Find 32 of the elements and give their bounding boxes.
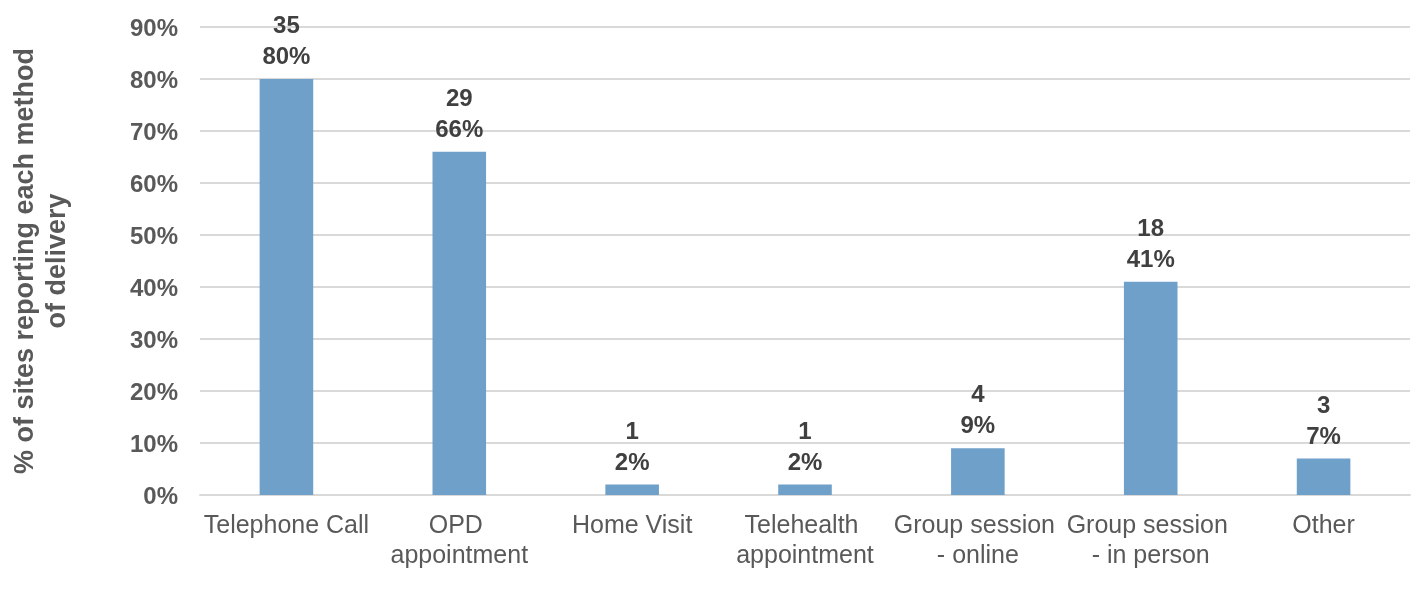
y-tick-label: 30% bbox=[129, 325, 178, 353]
bar bbox=[951, 448, 1005, 495]
y-tick-label: 90% bbox=[129, 13, 178, 41]
data-label: 29 66% bbox=[435, 83, 484, 142]
data-label: 18 41% bbox=[1126, 213, 1175, 272]
bar bbox=[432, 151, 487, 495]
y-tick-label: 80% bbox=[129, 65, 178, 93]
x-tick-label: OPD appointment bbox=[390, 510, 529, 568]
y-tick-label: 50% bbox=[129, 221, 178, 249]
x-tick-label: Group session - in person bbox=[1066, 510, 1235, 568]
x-tick-label: Group session - online bbox=[893, 510, 1062, 568]
y-tick-label: 20% bbox=[129, 377, 178, 405]
y-tick-label: 0% bbox=[143, 481, 178, 509]
data-label: 3 7% bbox=[1306, 390, 1341, 449]
data-label: 1 2% bbox=[787, 416, 823, 475]
x-tick-label: Other bbox=[1292, 510, 1355, 538]
bar bbox=[259, 79, 314, 495]
y-tick-label: 60% bbox=[129, 169, 178, 197]
y-tick-label: 40% bbox=[129, 273, 178, 301]
bar bbox=[605, 484, 659, 495]
data-label: 35 80% bbox=[262, 11, 311, 69]
bar bbox=[1123, 281, 1178, 495]
bar bbox=[778, 484, 832, 495]
y-axis-title: % of sites reporting each method of delivery bbox=[9, 47, 71, 475]
x-tick-label: Home Visit bbox=[571, 510, 693, 538]
bar bbox=[1296, 458, 1351, 495]
y-tick-label: 70% bbox=[129, 117, 178, 145]
y-tick-label: 10% bbox=[129, 429, 178, 457]
data-label: 1 2% bbox=[614, 416, 650, 475]
data-label: 4 9% bbox=[960, 380, 996, 439]
x-tick-label: Telehealth appointment bbox=[736, 510, 874, 568]
x-tick-label: Telephone Call bbox=[203, 510, 370, 538]
